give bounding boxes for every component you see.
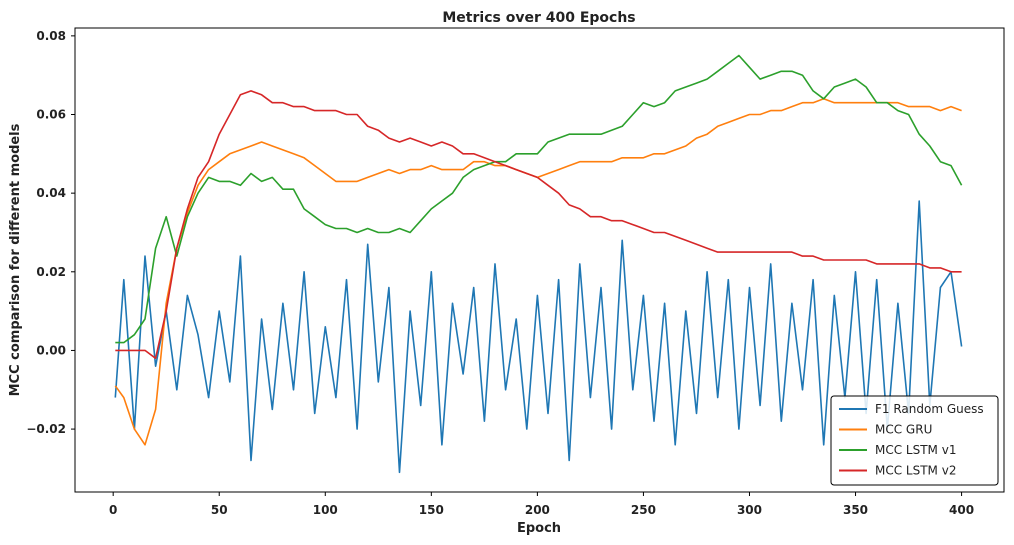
series-line-1: [114, 200, 963, 474]
series-line-3: [115, 54, 963, 344]
legend-label: MCC LSTM v1: [875, 443, 956, 457]
series-layer: [114, 54, 963, 474]
legend-label: MCC GRU: [875, 423, 932, 437]
x-tick-label: 350: [843, 503, 868, 517]
y-tick-label: 0.08: [36, 29, 66, 43]
legend-label: MCC LSTM v2: [875, 464, 956, 478]
chart-title: Metrics over 400 Epochs: [442, 10, 635, 26]
legend-label: F1 Random Guess: [875, 402, 984, 416]
x-tick-label: 250: [631, 503, 656, 517]
x-tick-label: 200: [525, 503, 550, 517]
y-tick-label: −0.02: [26, 422, 66, 436]
x-tick-label: 50: [211, 503, 228, 517]
x-axis-ticks: 0 50 100 150 200 250 300 350 400: [109, 492, 974, 517]
y-tick-label: 0.00: [36, 343, 66, 357]
series-line-4: [115, 90, 962, 360]
x-tick-label: 150: [419, 503, 444, 517]
y-tick-label: 0.06: [36, 108, 66, 122]
y-axis-title: MCC comparison for different models: [8, 123, 23, 396]
legend: F1 Random Guess MCC GRU MCC LSTM v1 MCC LST…: [830, 395, 999, 486]
x-tick-label: 100: [313, 503, 338, 517]
x-tick-label: 300: [737, 503, 762, 517]
x-tick-label: 400: [949, 503, 974, 517]
x-tick-label: 0: [109, 503, 117, 517]
plot-frame: [74, 27, 1005, 493]
y-axis-ticks: −0.02 0.00 0.02 0.04 0.06 0.08: [26, 29, 75, 436]
y-tick-label: 0.04: [36, 186, 66, 200]
legend-box: [830, 395, 999, 486]
x-axis-title: Epoch: [517, 521, 561, 536]
y-tick-label: 0.02: [36, 265, 66, 279]
